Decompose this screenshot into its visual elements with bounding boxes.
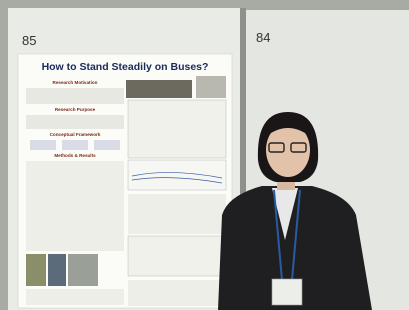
text-block	[128, 194, 226, 234]
text-block	[26, 161, 124, 251]
board-number: 85	[22, 33, 36, 48]
text-block	[128, 280, 226, 306]
text-block	[26, 289, 124, 305]
framework-box	[94, 140, 120, 150]
table	[128, 100, 226, 158]
board-number: 84	[256, 30, 270, 45]
photo: 85 84 How to Stand Steadily on Buses? Re…	[0, 0, 409, 310]
line-graph	[128, 160, 226, 190]
photo-thumb	[48, 254, 66, 286]
framework-box	[30, 140, 56, 150]
photo-thumb	[126, 80, 192, 98]
name-badge	[272, 279, 302, 305]
framework-box	[62, 140, 88, 150]
table	[128, 236, 226, 276]
section-heading: Research Purpose	[55, 107, 96, 112]
section-heading: Conceptual Framework	[50, 132, 101, 137]
photo-thumb	[26, 254, 46, 286]
text-block	[26, 88, 124, 104]
text-block	[26, 115, 124, 129]
photo-thumb	[68, 254, 98, 286]
poster-title: How to Stand Steadily on Buses?	[42, 61, 209, 73]
photo-thumb	[196, 76, 226, 98]
section-heading: Research Motivation	[53, 80, 98, 85]
section-heading: Methods & Results	[54, 153, 96, 158]
